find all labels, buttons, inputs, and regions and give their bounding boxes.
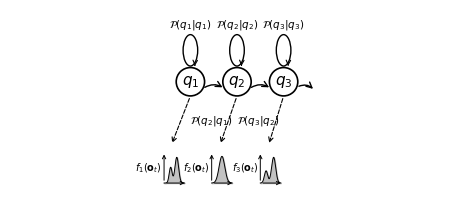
Text: $f_1(\mathbf{o}_t)$: $f_1(\mathbf{o}_t)$ — [136, 161, 162, 175]
Text: $\mathcal{P}(q_3|q_2)$: $\mathcal{P}(q_3|q_2)$ — [237, 114, 280, 128]
Text: $q_1$: $q_1$ — [182, 74, 199, 90]
Text: $q_2$: $q_2$ — [228, 74, 246, 90]
Circle shape — [269, 68, 298, 96]
Text: $\mathcal{P}(q_2|q_1)$: $\mathcal{P}(q_2|q_1)$ — [191, 114, 233, 128]
Circle shape — [176, 68, 205, 96]
Text: $\mathcal{P}(q_3|q_3)$: $\mathcal{P}(q_3|q_3)$ — [262, 18, 305, 32]
Circle shape — [223, 68, 251, 96]
Text: $q_3$: $q_3$ — [275, 74, 292, 90]
Text: $f_3(\mathbf{o}_t)$: $f_3(\mathbf{o}_t)$ — [232, 161, 258, 175]
Text: $f_2(\mathbf{o}_t)$: $f_2(\mathbf{o}_t)$ — [183, 161, 210, 175]
Text: $\mathcal{P}(q_1|q_1)$: $\mathcal{P}(q_1|q_1)$ — [169, 18, 212, 32]
Text: $\mathcal{P}(q_2|q_2)$: $\mathcal{P}(q_2|q_2)$ — [216, 18, 258, 32]
